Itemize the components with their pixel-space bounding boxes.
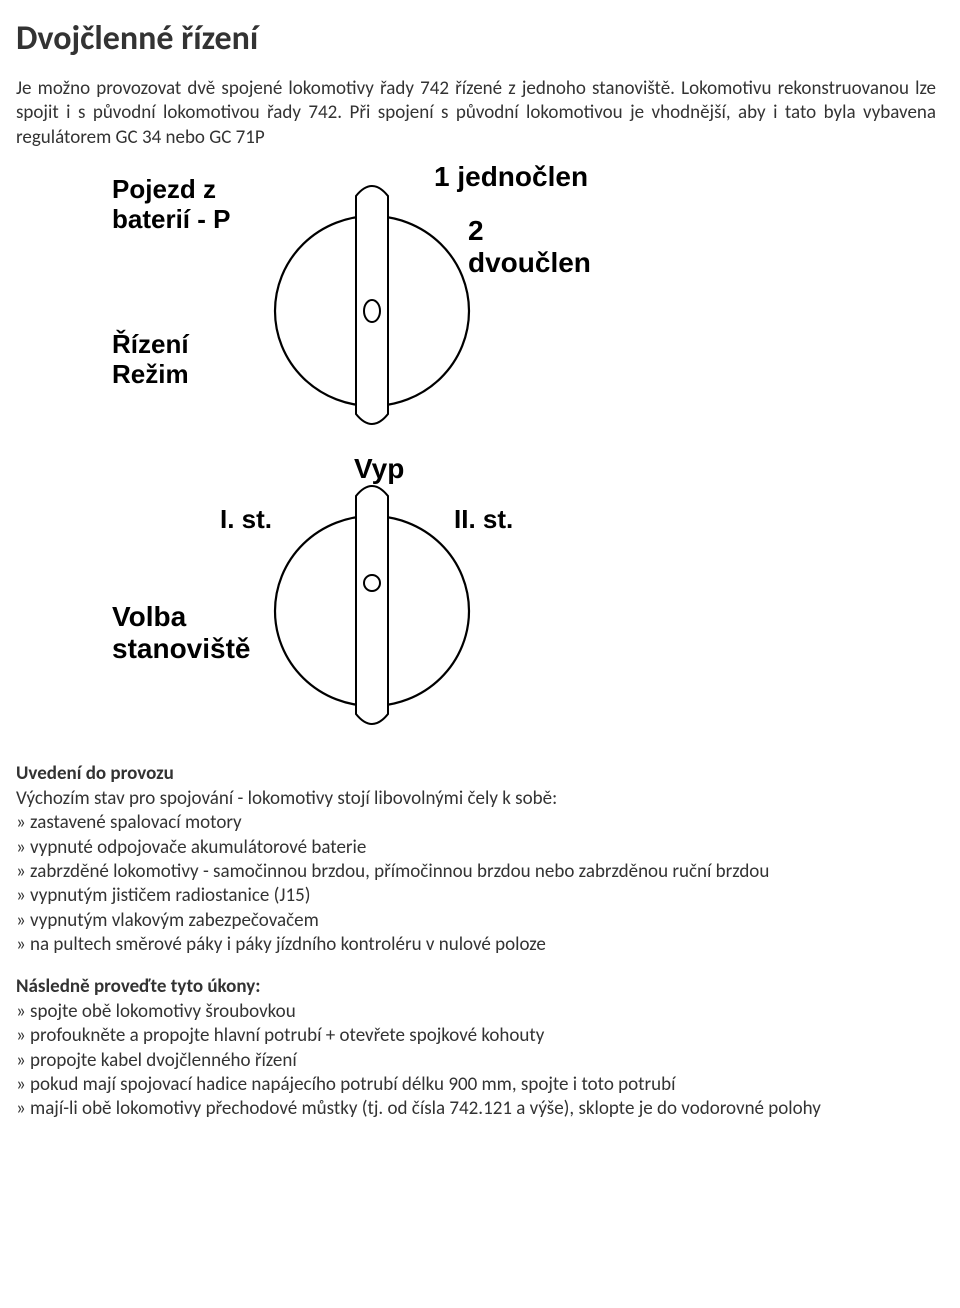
- knob-stanoviste: [275, 486, 469, 724]
- section1-heading: Uvedení do provozu: [16, 762, 936, 785]
- label-stanoviste: stanoviště: [112, 633, 251, 664]
- label-baterii: baterií - P: [112, 204, 230, 234]
- intro-paragraph: Je možno provozovat dvě spojené lokomoti…: [16, 77, 936, 150]
- mode-selector-diagram: Pojezd z baterií - P 1 jednočlen 2 dvouč…: [16, 158, 936, 758]
- section2-item: » pokud mají spojovací hadice napájecího…: [16, 1073, 936, 1097]
- label-i-st: I. st.: [220, 504, 272, 534]
- label-two: 2: [468, 215, 484, 246]
- section1-item: » vypnutým jističem radiostanice (J15): [16, 884, 936, 908]
- section1-item: » zabrzděné lokomotivy - samočinnou brzd…: [16, 860, 936, 884]
- label-volba: Volba: [112, 601, 187, 632]
- label-dual: dvoučlen: [468, 247, 591, 278]
- label-one-single: 1 jednočlen: [434, 161, 588, 192]
- section2-heading: Následně proveďte tyto úkony:: [16, 975, 936, 998]
- section2-item: » profoukněte a propojte hlavní potrubí …: [16, 1024, 936, 1048]
- label-ii-st: II. st.: [454, 504, 513, 534]
- section2-item: » propojte kabel dvojčlenného řízení: [16, 1049, 936, 1073]
- knob-rizeni: [275, 186, 469, 424]
- section1-item: » vypnuté odpojovače akumulátorové bater…: [16, 836, 936, 860]
- label-vyp: Vyp: [354, 453, 404, 484]
- label-rezim: Režim: [112, 359, 189, 389]
- label-pojezd: Pojezd z: [112, 174, 216, 204]
- page-title: Dvojčlenné řízení: [16, 18, 936, 59]
- section1-item: » zastavené spalovací motory: [16, 811, 936, 835]
- section1-lead: Výchozím stav pro spojování - lokomotivy…: [16, 787, 936, 811]
- section1-item: » na pultech směrové páky i páky jízdníh…: [16, 933, 936, 957]
- section2-item: » spojte obě lokomotivy šroubovkou: [16, 1000, 936, 1024]
- label-rizeni: Řízení: [112, 329, 189, 359]
- section2-item: » mají-li obě lokomotivy přechodové můst…: [16, 1097, 936, 1121]
- section1-item: » vypnutým vlakovým zabezpečovačem: [16, 909, 936, 933]
